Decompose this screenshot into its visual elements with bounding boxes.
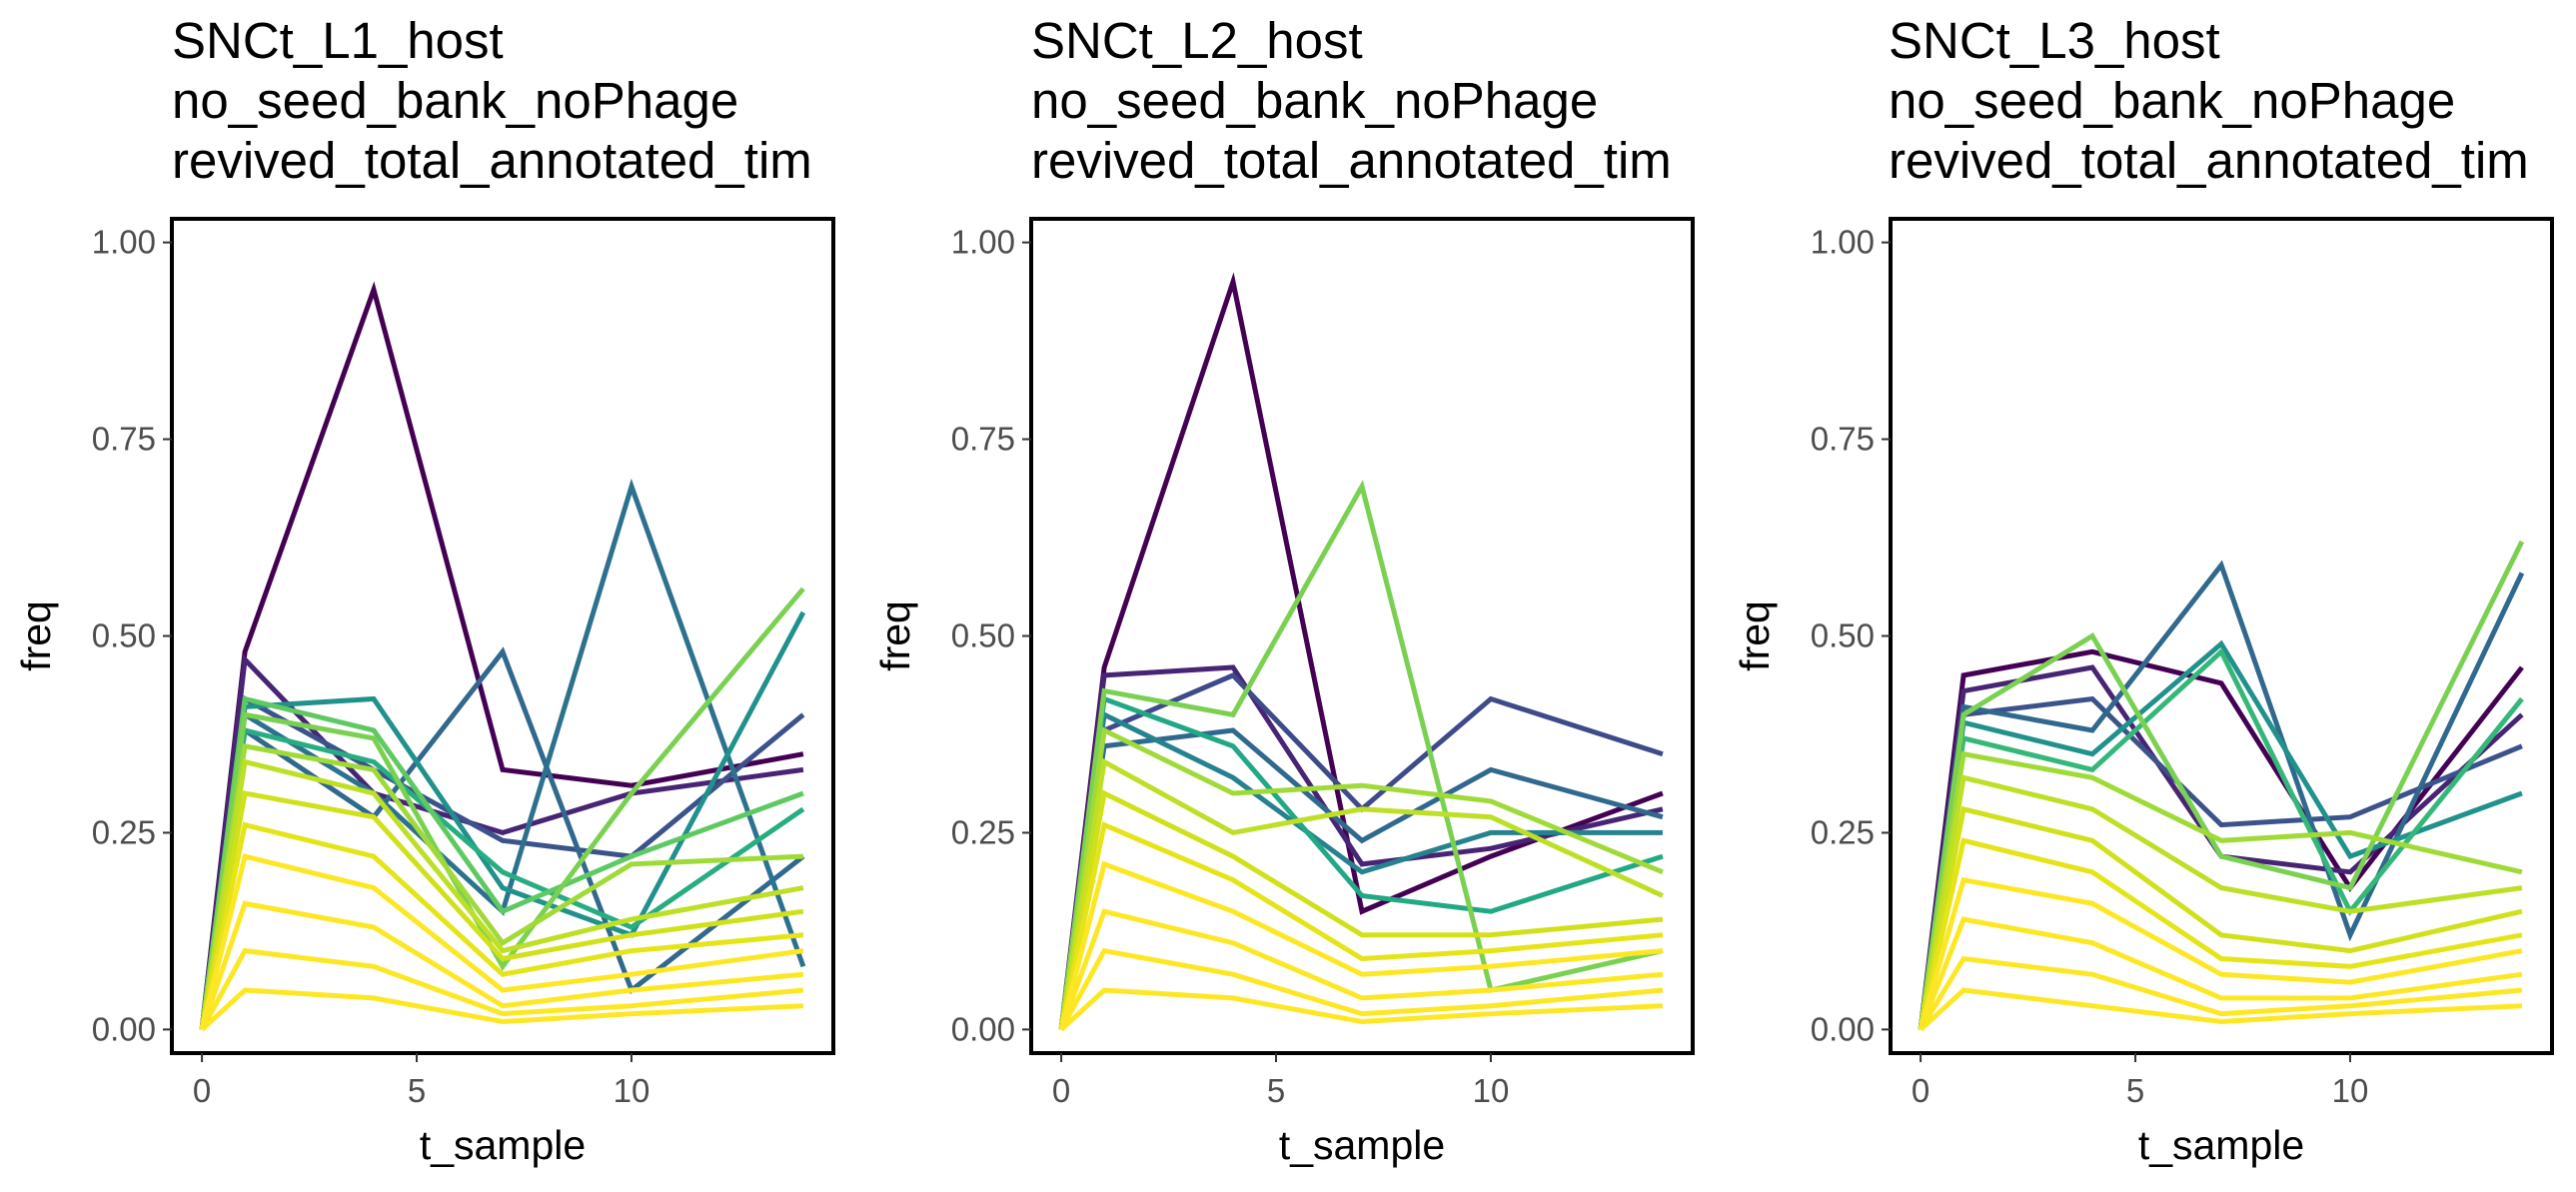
y-tick-label: 1.00: [951, 224, 1015, 261]
panel-title-line-2: no_seed_bank_noPhage: [1889, 72, 2455, 129]
x-tick-label: 5: [1267, 1072, 1285, 1109]
series-lines: [1058, 272, 1664, 1032]
panel-title-line-1: SNCt_L2_host: [1031, 12, 1363, 69]
series-lines: [1918, 540, 2525, 1032]
series-line-11: [199, 758, 804, 1030]
x-tick-label: 10: [2332, 1072, 2369, 1109]
y-tick-label: 1.00: [1811, 224, 1875, 261]
y-tick-label: 0.00: [92, 1010, 156, 1047]
panel-title: SNCt_L1_hostno_seed_bank_noPhagerevived_…: [172, 12, 812, 189]
x-tick-label: 0: [1912, 1072, 1930, 1109]
chart-panel-2: SNCt_L2_hostno_seed_bank_noPhagerevived_…: [872, 12, 1695, 1168]
x-tick-label: 10: [1473, 1072, 1510, 1109]
series-line-11: [1918, 837, 2523, 1030]
panel-title: SNCt_L2_hostno_seed_bank_noPhagerevived_…: [1031, 12, 1672, 189]
chart-panel-3: SNCt_L3_hostno_seed_bank_noPhagerevived_…: [1732, 12, 2554, 1168]
series-line-10: [1058, 789, 1664, 1030]
series-line-12: [199, 790, 804, 1030]
chart-panel-1: SNCt_L1_hostno_seed_bank_noPhagerevived_…: [13, 12, 835, 1168]
y-axis-title: freq: [1732, 600, 1778, 671]
y-tick-label: 0.50: [951, 617, 1015, 654]
series-line-13: [199, 821, 804, 1030]
panel-title-line-3: revived_total_annotated_tim: [172, 132, 812, 189]
series-line-1: [199, 281, 804, 1030]
y-tick-label: 0.00: [1811, 1010, 1875, 1047]
y-tick-label: 0.50: [1811, 617, 1875, 654]
series-line-8: [1058, 726, 1664, 1030]
panel-title-line-2: no_seed_bank_noPhage: [172, 72, 738, 129]
series-lines: [199, 281, 806, 1032]
series-line-8: [1918, 750, 2523, 1030]
series-line-1: [1058, 272, 1664, 1030]
series-line-15: [199, 900, 804, 1031]
y-tick-label: 0.75: [951, 421, 1015, 458]
y-tick-label: 1.00: [92, 224, 156, 261]
series-line-3: [199, 694, 805, 1030]
series-line-14: [1918, 955, 2523, 1031]
series-line-13: [1058, 908, 1664, 1031]
y-tick-label: 0.00: [951, 1010, 1015, 1047]
panel-title-line-1: SNCt_L1_host: [172, 12, 504, 69]
x-tick-label: 5: [2126, 1072, 2144, 1109]
series-line-17: [200, 987, 804, 1032]
series-line-2: [199, 653, 804, 1030]
panel-title-line-2: no_seed_bank_noPhage: [1031, 72, 1598, 129]
panel-title-line-3: revived_total_annotated_tim: [1889, 132, 2529, 189]
panel-border: [170, 217, 835, 1055]
y-axis-title: freq: [13, 600, 59, 671]
panel-title-line-1: SNCt_L3_host: [1889, 12, 2220, 69]
series-line-8: [199, 695, 804, 1030]
x-tick-label: 5: [408, 1072, 426, 1109]
x-axis-title: t_sample: [1279, 1122, 1445, 1168]
series-line-7: [1058, 480, 1664, 1030]
y-tick-label: 0.75: [92, 421, 156, 458]
x-tick-label: 10: [614, 1072, 650, 1109]
series-line-15: [1059, 987, 1664, 1032]
series-line-10: [1918, 805, 2523, 1030]
series-line-12: [1918, 876, 2523, 1031]
y-tick-label: 0.25: [1811, 813, 1875, 850]
y-tick-label: 0.25: [92, 813, 156, 850]
series-line-11: [1058, 821, 1664, 1030]
series-line-14: [1058, 947, 1664, 1031]
x-axis-title: t_sample: [2138, 1122, 2304, 1168]
panel-title: SNCt_L3_hostno_seed_bank_noPhagerevived_…: [1889, 12, 2529, 189]
series-line-15: [1919, 987, 2523, 1032]
panel-title-line-3: revived_total_annotated_tim: [1031, 132, 1672, 189]
y-tick-label: 0.50: [92, 617, 156, 654]
series-line-9: [1918, 774, 2523, 1030]
y-tick-label: 0.25: [951, 813, 1015, 850]
series-line-14: [199, 853, 804, 1031]
series-line-9: [1058, 757, 1664, 1030]
series-line-16: [199, 947, 804, 1031]
x-tick-label: 0: [193, 1072, 211, 1109]
series-line-12: [1058, 860, 1664, 1031]
series-line-13: [1918, 916, 2523, 1031]
y-axis-title: freq: [872, 600, 918, 671]
x-axis-title: t_sample: [420, 1122, 586, 1168]
y-tick-label: 0.75: [1811, 421, 1875, 458]
series-line-7: [1918, 540, 2525, 1030]
x-tick-label: 0: [1052, 1072, 1070, 1109]
